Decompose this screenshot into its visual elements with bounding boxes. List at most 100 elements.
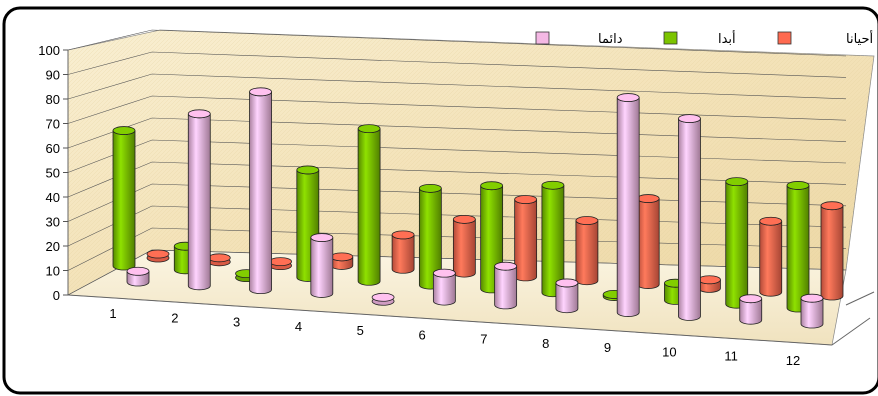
bar-top [391,230,415,240]
bar-body [575,220,599,286]
bar-top [371,292,395,302]
y-tick-label: 90 [46,68,60,83]
bar [371,292,395,306]
bar-body [357,128,381,286]
x-tick-label: 11 [724,349,738,364]
bar-top [636,194,660,203]
bar [249,87,272,295]
bar [698,275,721,293]
bar-top [112,126,136,135]
legend-label: أبدا [718,30,736,47]
bar-top [432,268,456,278]
bar-body [391,234,415,274]
bar [636,194,660,289]
bar-top [269,257,292,267]
bar-top [616,93,640,102]
bar [494,261,518,310]
bar [391,230,415,274]
bar [357,124,381,286]
gridline [67,95,847,124]
bar [555,278,579,314]
legend: دائما أبدا أحيانا [535,30,873,47]
bar-body [310,237,334,298]
bar [310,233,334,298]
x-tick-label: 6 [418,327,425,342]
depth-axis-line-2 [845,291,875,306]
bar-top [296,165,320,175]
bar-top [555,278,579,288]
bar-body [452,219,476,278]
gridline [67,183,847,222]
bar [269,257,292,271]
bar-top [759,216,783,226]
y-tick-label: 30 [46,215,60,230]
y-tick-label: 0 [53,288,60,303]
bar-body [616,97,640,317]
bar-body [514,199,538,282]
bar-top [575,216,599,225]
x-tick-label: 1 [109,306,116,321]
bar-top [357,124,381,134]
x-tick-label: 4 [295,319,302,334]
bar [616,93,640,317]
y-tick-label: 60 [46,141,60,156]
x-tick-label: 2 [171,310,178,325]
bar-top [418,183,442,193]
bar-top [452,214,476,224]
bar-body [249,91,272,295]
bar-top [698,275,721,285]
bar [786,181,810,313]
bar-top [514,195,538,204]
x-tick-label: 5 [357,323,364,338]
x-tick-label: 7 [480,332,487,347]
bar-body [555,282,579,314]
bar [800,293,824,329]
bar [207,253,231,267]
bar-top [820,201,844,211]
bar [739,294,763,325]
bar-top [330,252,354,262]
bar [432,268,456,306]
gridline [67,161,847,198]
bar-top [207,253,231,263]
x-axis-line [67,294,833,346]
legend-label: أحيانا [846,30,873,47]
bar [187,109,211,291]
legend-swatch [535,31,550,45]
x-tick-label: 9 [604,340,611,355]
bar-body [820,205,844,301]
bar-body [112,130,136,271]
bar-body [800,298,824,329]
bar [678,114,701,321]
bar-body [759,221,783,297]
legend-item: أبدا [663,30,736,47]
x-tick-label: 3 [233,315,240,330]
bar-top [541,180,565,190]
bar [418,183,442,290]
bar-top [494,261,518,271]
y-tick-label: 100 [38,43,60,58]
y-tick-label: 50 [46,166,60,181]
bar-top [786,181,810,190]
bar [330,252,354,270]
bar [514,195,538,282]
bar [820,201,844,301]
gridline [67,139,847,173]
bar-top [187,109,211,119]
bar [126,266,150,287]
bar-top [480,181,504,191]
gridline [67,249,847,296]
bar-body [786,185,810,313]
gridline [67,117,847,149]
y-tick-label: 70 [46,117,60,132]
legend-swatch [663,31,678,45]
bar-top [126,266,150,276]
bar [146,249,170,263]
legend-item: دائما [535,31,623,47]
bar-body [678,118,701,321]
legend-swatch [777,31,792,45]
bar [112,126,136,271]
legend-label: دائما [598,32,623,47]
bar-body [187,113,211,291]
